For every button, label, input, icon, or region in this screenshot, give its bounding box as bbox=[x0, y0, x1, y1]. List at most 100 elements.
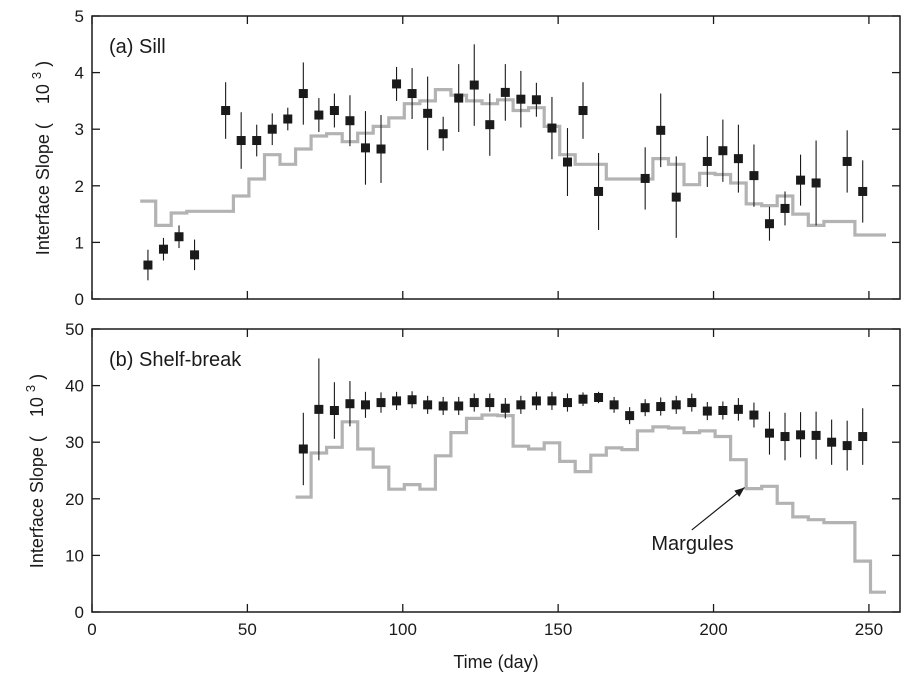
panel-b-ylabel-main: Interface Slope ( bbox=[27, 436, 47, 568]
panel-b-title: (b) Shelf-break bbox=[109, 349, 242, 371]
data-point bbox=[842, 156, 852, 166]
data-point bbox=[594, 186, 604, 196]
y-tick-label: 30 bbox=[65, 433, 84, 452]
data-point bbox=[438, 129, 448, 139]
data-point bbox=[796, 175, 806, 185]
data-point bbox=[360, 400, 370, 410]
data-point bbox=[407, 395, 417, 405]
y-tick-label: 4 bbox=[75, 64, 84, 83]
data-point bbox=[329, 406, 339, 416]
data-point bbox=[345, 399, 355, 409]
panel-a: 0 1 2 3 4 5 (a) Sill Interface Slope ( 10 3 ) bbox=[29, 7, 901, 309]
data-point bbox=[780, 203, 790, 213]
data-point bbox=[485, 120, 495, 130]
data-point bbox=[764, 219, 774, 229]
data-point bbox=[702, 406, 712, 416]
data-point bbox=[578, 394, 588, 404]
data-point bbox=[283, 114, 293, 124]
data-point bbox=[733, 154, 743, 164]
y-tick-label: 2 bbox=[75, 177, 84, 196]
data-point bbox=[656, 125, 666, 135]
x-tick-label: 150 bbox=[544, 620, 572, 639]
data-point bbox=[547, 396, 557, 406]
data-point bbox=[221, 106, 231, 116]
step-line bbox=[295, 413, 886, 594]
data-point bbox=[267, 124, 277, 134]
data-point bbox=[329, 106, 339, 116]
data-point bbox=[314, 110, 324, 120]
data-point bbox=[718, 146, 728, 156]
data-point bbox=[190, 250, 200, 260]
annotation-arrow-line bbox=[691, 487, 745, 531]
data-point bbox=[827, 437, 837, 447]
panel-b-points bbox=[298, 358, 868, 486]
data-point bbox=[392, 79, 402, 89]
data-point bbox=[174, 232, 184, 242]
data-point bbox=[252, 136, 262, 146]
data-point bbox=[562, 157, 572, 167]
x-tick-label: 200 bbox=[699, 620, 727, 639]
data-point bbox=[345, 116, 355, 126]
data-point bbox=[158, 244, 168, 254]
data-point bbox=[531, 396, 541, 406]
panel-b-steps bbox=[295, 413, 886, 594]
y-tick-label: 1 bbox=[75, 233, 84, 252]
x-axis-title: Time (day) bbox=[453, 652, 538, 672]
data-point bbox=[236, 136, 246, 146]
panel-a-frame bbox=[91, 15, 901, 300]
data-point bbox=[625, 411, 635, 421]
data-point bbox=[749, 410, 759, 420]
panel-a-ylabel-main: Interface Slope ( bbox=[33, 123, 53, 255]
data-point bbox=[733, 404, 743, 414]
data-point bbox=[640, 403, 650, 413]
y-tick-label: 40 bbox=[65, 377, 84, 396]
y-tick-label: 20 bbox=[65, 490, 84, 509]
panel-b: 0 50 100 150 200 250 0 10 20 30 40 50 (b) Shelf-bre… bbox=[23, 320, 901, 672]
annotation-arrow-head bbox=[734, 487, 745, 497]
data-point bbox=[423, 108, 433, 118]
data-point bbox=[143, 260, 153, 270]
data-point bbox=[780, 432, 790, 442]
annotation-label: Margules bbox=[651, 533, 733, 555]
data-point bbox=[423, 400, 433, 410]
data-point bbox=[500, 87, 510, 97]
panel-b-ylabel-exp: 3 bbox=[23, 385, 38, 392]
x-tick-label: 0 bbox=[87, 620, 96, 639]
panel-a-steps bbox=[140, 88, 886, 237]
data-point bbox=[531, 95, 541, 105]
panel-a-ylabel-unit: 10 bbox=[33, 84, 53, 104]
data-point bbox=[656, 402, 666, 412]
panel-a-title: (a) Sill bbox=[109, 36, 166, 58]
data-point bbox=[764, 428, 774, 438]
data-point bbox=[609, 400, 619, 410]
step-line bbox=[140, 88, 886, 237]
y-tick-label: 10 bbox=[65, 546, 84, 565]
data-point bbox=[640, 173, 650, 183]
data-point bbox=[811, 178, 821, 188]
panel-b-ylabel-unit: 10 bbox=[27, 397, 47, 417]
data-point bbox=[469, 398, 479, 408]
data-point bbox=[718, 406, 728, 416]
data-point bbox=[376, 398, 386, 408]
panel-a-points bbox=[143, 44, 868, 281]
data-point bbox=[516, 94, 526, 104]
data-point bbox=[858, 432, 868, 442]
y-tick-label: 0 bbox=[75, 603, 84, 622]
data-point bbox=[376, 144, 386, 154]
data-point bbox=[314, 404, 324, 414]
data-point bbox=[500, 403, 510, 413]
data-point bbox=[392, 396, 402, 406]
y-tick-label: 3 bbox=[75, 120, 84, 139]
data-point bbox=[454, 401, 464, 411]
x-tick-label: 250 bbox=[855, 620, 883, 639]
data-point bbox=[842, 441, 852, 451]
data-point bbox=[749, 171, 759, 181]
data-point bbox=[796, 430, 806, 440]
data-point bbox=[858, 186, 868, 196]
data-point bbox=[687, 398, 697, 408]
data-point bbox=[454, 93, 464, 103]
data-point bbox=[485, 398, 495, 408]
data-point bbox=[298, 89, 308, 99]
data-point bbox=[298, 444, 308, 454]
